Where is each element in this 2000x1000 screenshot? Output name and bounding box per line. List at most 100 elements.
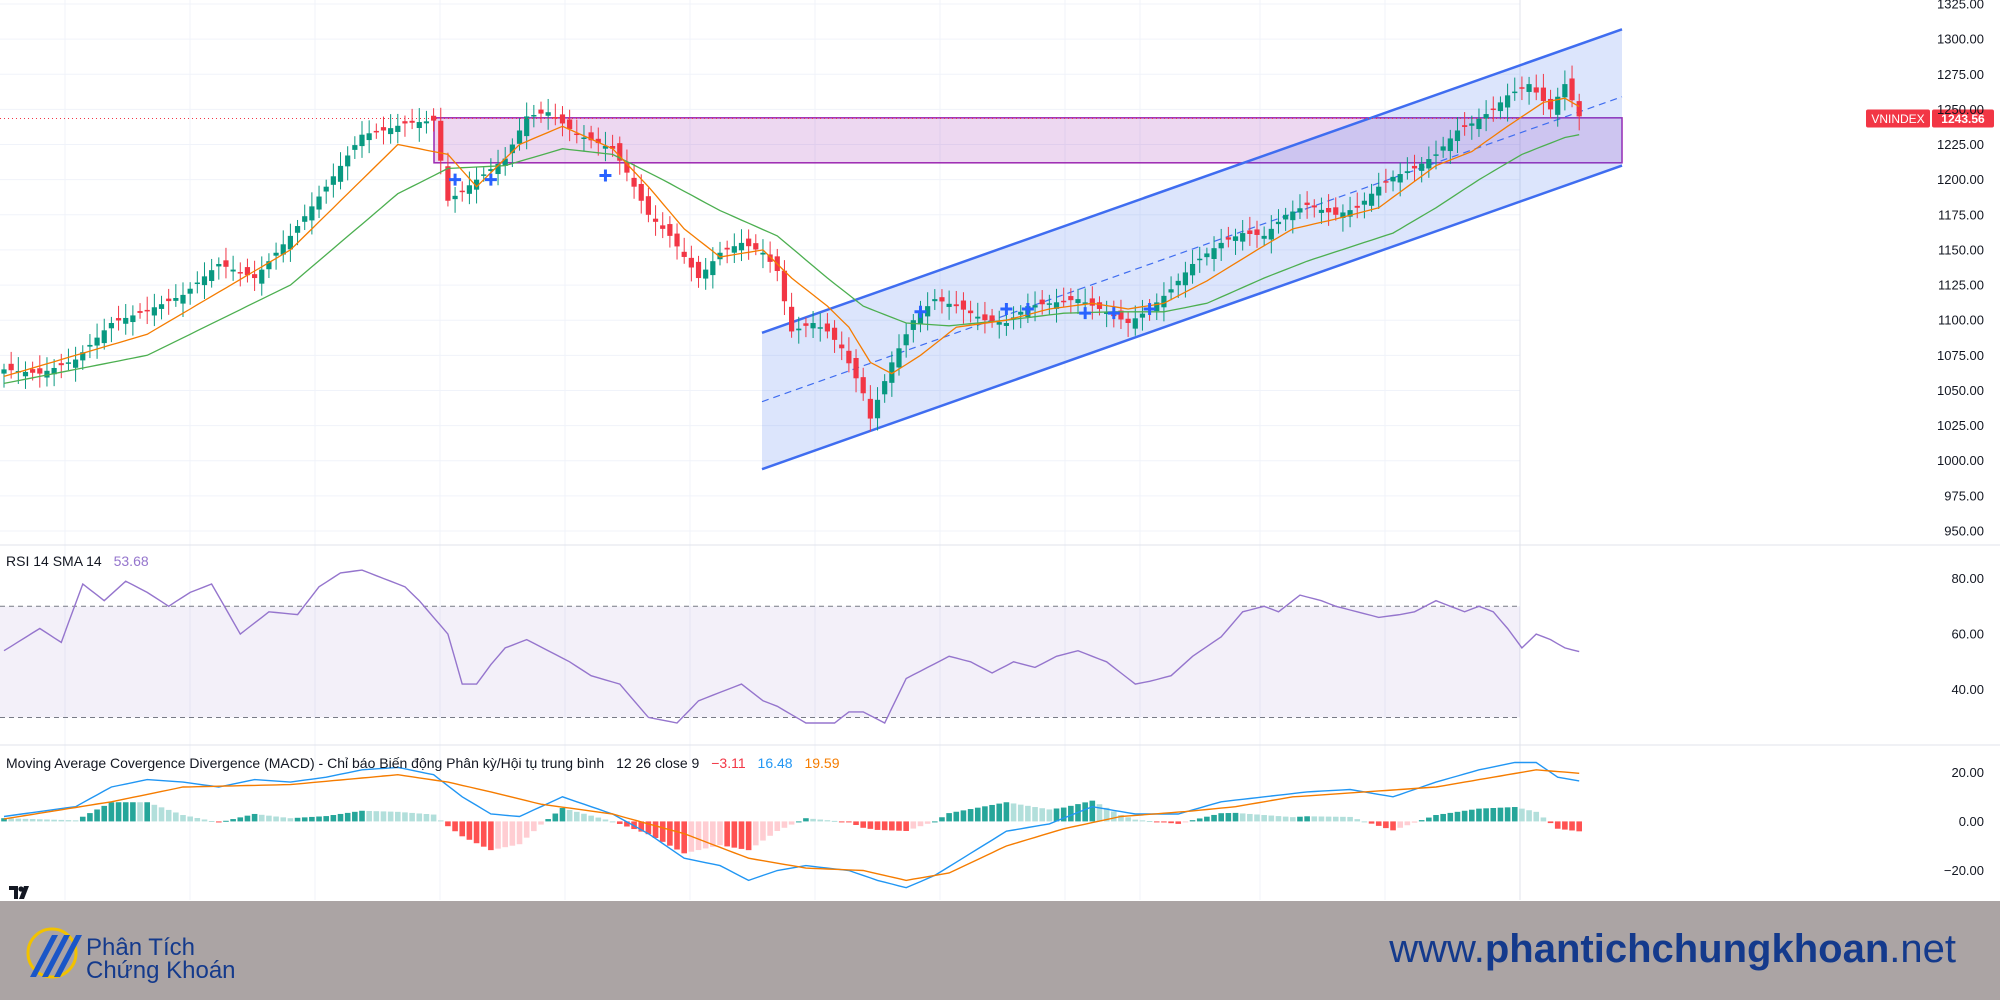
macd-hist-bar: [37, 819, 43, 822]
macd-hist-bar: [602, 819, 609, 822]
candle-body: [1082, 302, 1088, 304]
candle-body: [37, 368, 43, 374]
tradingview-logo-icon[interactable]: [8, 884, 32, 902]
cross-signal-marker: [914, 305, 927, 318]
candle-body: [1018, 311, 1024, 315]
candle-body: [380, 127, 387, 131]
macd-hist-bar: [881, 821, 888, 831]
candle-body: [1497, 102, 1504, 112]
candle-body: [58, 363, 64, 366]
macd-hist-bar: [803, 818, 809, 822]
macd-hist-bar: [774, 821, 781, 831]
macd-hist-bar: [867, 821, 874, 829]
macd-hist-bar: [652, 821, 659, 839]
macd-hist-bar: [216, 821, 222, 823]
candle-body: [1046, 303, 1052, 305]
candle-body: [452, 195, 458, 200]
candle-body: [130, 315, 136, 323]
candle-body: [724, 247, 730, 250]
macd-hist-bar: [795, 821, 802, 823]
footer-banner: Phân Tích Chứng Khoán www.phantichchungk…: [0, 901, 2000, 1000]
macd-hist-bar: [387, 811, 394, 822]
macd-hist-bar: [258, 814, 265, 822]
macd-hist-bar: [538, 821, 544, 825]
brand-logo-icon: [26, 927, 82, 979]
candle-body: [695, 261, 702, 279]
rsi-line: [3, 569, 1580, 724]
candle-body: [488, 169, 494, 172]
macd-hist-bar: [115, 802, 122, 822]
macd-hist-bar: [509, 821, 516, 846]
macd-hist-bar: [223, 820, 229, 822]
candle-body: [882, 381, 888, 395]
macd-hist-bar: [359, 810, 365, 822]
symbol-tag: VNINDEX: [1871, 112, 1924, 126]
macd-hist-bar: [208, 820, 215, 822]
candle-body: [345, 155, 351, 167]
macd-hist-bar: [51, 819, 57, 822]
macd-hist-bar: [1, 818, 7, 822]
url-domain: phantichchungkhoan: [1484, 927, 1890, 971]
macd-tick-label: 20.00: [1951, 765, 1984, 780]
macd-hist-bar: [1139, 820, 1146, 822]
site-url[interactable]: www.phantichchungkhoan.net: [1389, 927, 1956, 972]
macd-hist-bar: [72, 820, 79, 822]
macd-hist-bar: [15, 818, 22, 822]
macd-hist-bar: [1354, 819, 1361, 822]
macd-hist-bar: [1053, 808, 1060, 822]
candle-body: [1211, 248, 1217, 259]
candle-body: [266, 261, 272, 270]
candle-body: [481, 174, 487, 176]
price-tick-label: 1125.00: [1938, 278, 1984, 293]
macd-hist-bar: [559, 807, 566, 822]
macd-hist-bar: [151, 804, 158, 822]
rsi-tick-label: 40.00: [1951, 682, 1984, 697]
macd-hist-bar: [681, 821, 687, 854]
candle-body: [388, 128, 394, 135]
macd-hist-bar: [1511, 807, 1518, 822]
macd-hist-bar: [731, 821, 738, 848]
candle-body: [910, 320, 916, 330]
macd-hist-bar: [1554, 821, 1561, 829]
macd-hist-bar: [939, 817, 945, 822]
macd-hist-bar: [531, 821, 537, 832]
candle-body: [194, 282, 200, 285]
macd-hist-bar: [903, 821, 909, 831]
macd-hist-bar: [1325, 816, 1332, 822]
candle-body: [1290, 211, 1296, 221]
candle-body: [459, 190, 465, 193]
candle-body: [1411, 165, 1418, 169]
macd-label: Moving Average Covergence Divergence (MA…: [6, 755, 605, 771]
macd-hist-bar: [552, 813, 559, 822]
macd-hist-bar: [187, 816, 193, 822]
macd-hist-bar: [1562, 821, 1568, 830]
macd-hist-bar: [430, 814, 437, 822]
candle-body: [617, 143, 623, 161]
macd-hist-bar: [1003, 802, 1010, 822]
candle-body: [1576, 101, 1582, 117]
url-prefix: www.: [1389, 927, 1485, 971]
candle-body: [824, 323, 830, 332]
candle-body: [87, 344, 93, 347]
macd-hist-bar: [1010, 803, 1017, 822]
macd-hist-bar: [330, 815, 337, 822]
price-tick-label: 1100.00: [1938, 313, 1984, 328]
macd-hist-bar: [1290, 817, 1296, 822]
macd-hist-bar: [609, 821, 616, 823]
candle-body: [187, 288, 193, 294]
macd-tick-label: 0.00: [1959, 814, 1984, 829]
macd-hist-bar: [194, 817, 201, 822]
ema-slow-line: [3, 134, 1580, 385]
macd-hist-bar: [1368, 821, 1375, 824]
candle-body: [889, 362, 895, 383]
resistance-zone: [433, 117, 1623, 164]
candle-body: [1096, 302, 1103, 309]
price-tick-label: 1050.00: [1937, 383, 1984, 398]
candle-body: [1032, 305, 1038, 308]
candle-body: [1068, 296, 1074, 301]
ema-fast-line: [3, 97, 1580, 378]
candle-body: [638, 183, 644, 201]
candle-body: [703, 269, 709, 279]
candle-body: [874, 399, 881, 419]
candle-body: [1347, 210, 1353, 217]
